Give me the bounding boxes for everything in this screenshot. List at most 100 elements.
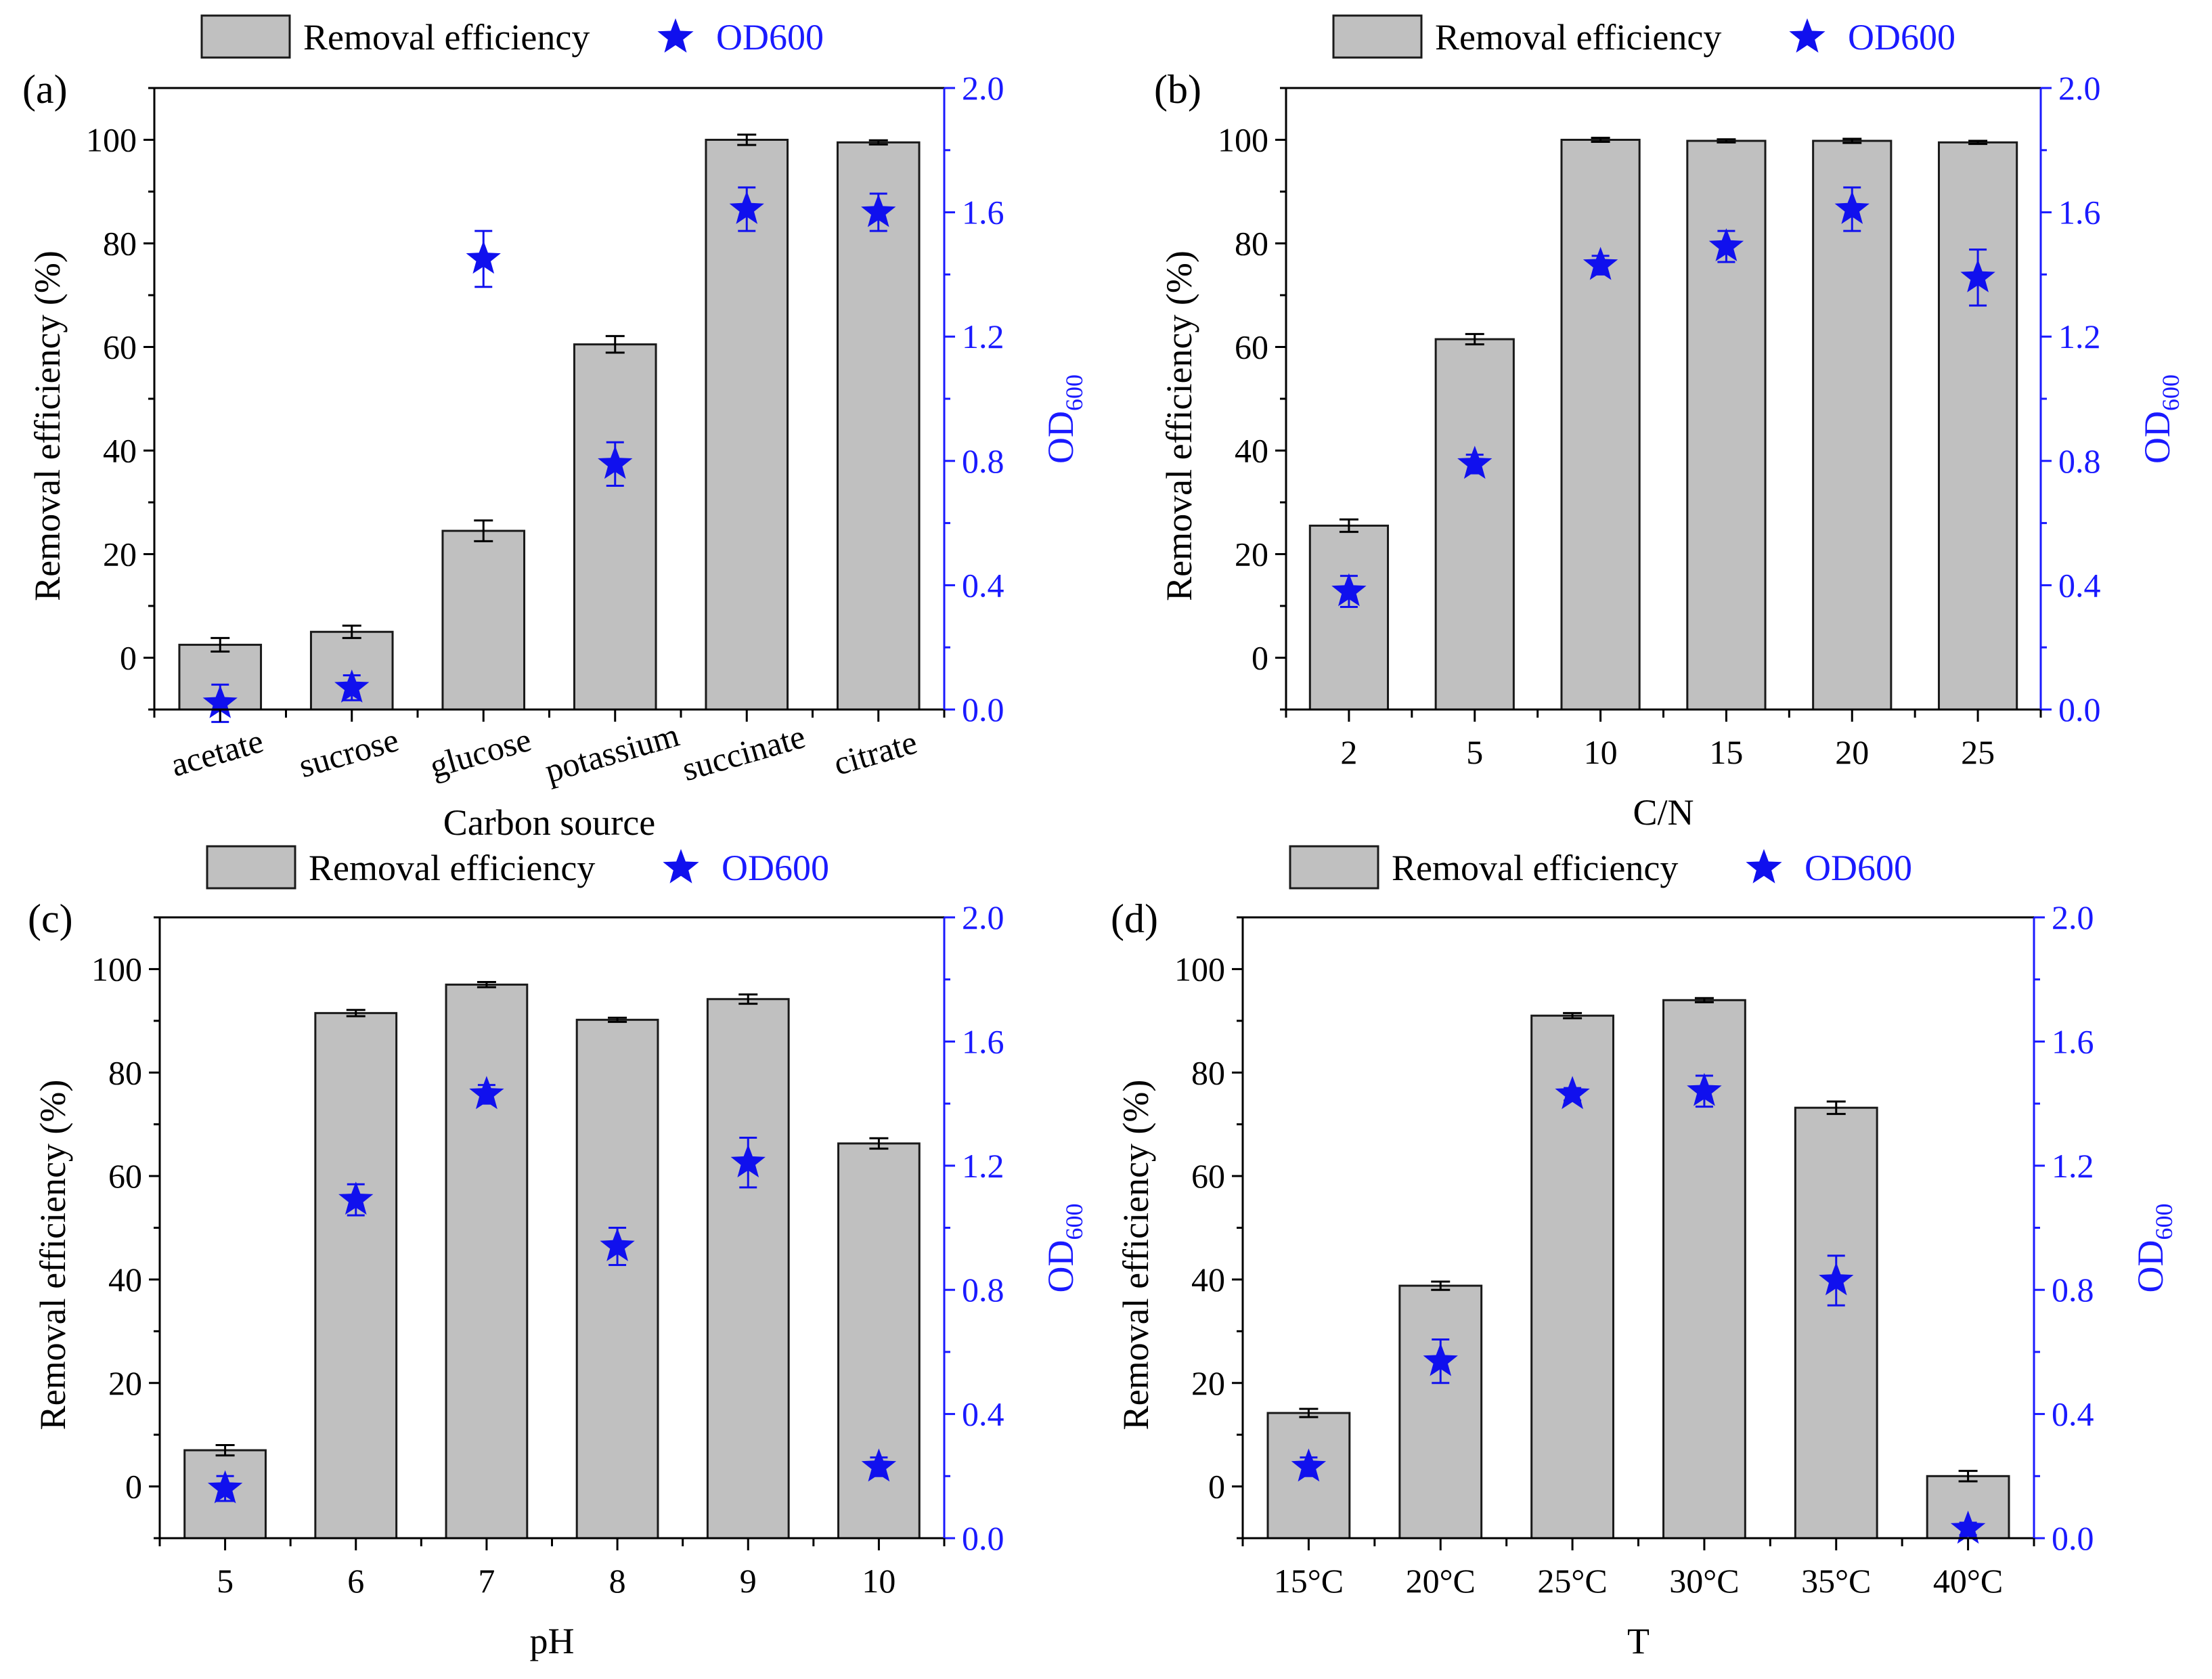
right-tick-label: 1.6 <box>962 194 1004 232</box>
x-tick-label: succinate <box>678 717 809 788</box>
legend-bar-swatch <box>1289 845 1379 890</box>
bar <box>1308 524 1390 711</box>
x-tick-label: sucrose <box>294 720 403 785</box>
x-tick-label: 15 <box>1709 733 1743 771</box>
legend-star-label: OD600 <box>722 848 829 888</box>
y-axis-title: Removal efficiency (%) <box>27 250 68 601</box>
legend-bar-swatch <box>1332 14 1423 59</box>
right-tick-label: 0.0 <box>2058 691 2101 728</box>
left-tick-label: 80 <box>1235 225 1268 263</box>
y2-axis-title-main: OD <box>2137 411 2177 464</box>
x-tick-label: 20 <box>1835 733 1869 771</box>
panel-label: (d) <box>1111 896 1158 941</box>
x-tick-label: potassium <box>541 716 683 790</box>
star-point <box>1457 445 1492 479</box>
left-tick-label: 60 <box>1191 1157 1225 1195</box>
y2-axis-title-sub: 600 <box>1061 1204 1088 1240</box>
y2-axis-title-main: OD <box>2130 1240 2171 1293</box>
left-tick-label: 0 <box>1252 639 1268 677</box>
left-tick-label: 0 <box>1208 1468 1225 1506</box>
legend-bar-label: Removal efficiency <box>309 848 595 888</box>
right-tick-label: 2.0 <box>962 898 1004 936</box>
star-point <box>1819 1262 1854 1296</box>
left-tick-label: 100 <box>91 950 142 988</box>
star-point <box>730 1144 766 1178</box>
right-tick-label: 1.2 <box>2052 1147 2094 1185</box>
right-tick-label: 0.0 <box>2052 1519 2094 1557</box>
bar <box>836 141 921 711</box>
legend-star-icon <box>663 849 699 884</box>
bar <box>1794 1106 1878 1540</box>
panel-label: (a) <box>22 67 68 112</box>
right-tick-label: 1.2 <box>962 1147 1004 1185</box>
right-tick-label: 1.6 <box>2058 194 2101 232</box>
bar <box>1560 139 1641 711</box>
right-tick-label: 0.8 <box>2058 442 2101 480</box>
star-point <box>861 1448 897 1482</box>
bar <box>1812 139 1893 711</box>
x-tick-label: 9 <box>740 1562 757 1600</box>
star-point <box>334 669 370 703</box>
x-tick-label: 30°C <box>1669 1562 1739 1600</box>
x-tick-label: 7 <box>478 1562 495 1600</box>
bar <box>314 1011 398 1540</box>
left-tick-label: 60 <box>1235 328 1268 366</box>
right-tick-label: 2.0 <box>2052 898 2094 936</box>
right-tick-label: 0.4 <box>2052 1395 2094 1433</box>
right-tick-label: 1.6 <box>962 1022 1004 1060</box>
x-axis-title: T <box>1627 1621 1650 1661</box>
right-tick-label: 0.8 <box>962 442 1004 480</box>
x-tick-label: 10 <box>1584 733 1618 771</box>
x-tick-label: 5 <box>217 1562 234 1600</box>
right-tick-label: 1.2 <box>962 318 1004 355</box>
star-point <box>1423 1343 1458 1376</box>
x-axis-title: C/N <box>1633 792 1694 833</box>
star-point <box>1331 573 1367 607</box>
y2-axis-title: OD600 <box>2130 1204 2177 1293</box>
left-tick-label: 20 <box>1235 536 1268 573</box>
right-tick-label: 0.0 <box>962 691 1004 728</box>
x-tick-label: 8 <box>609 1562 626 1600</box>
right-tick-label: 0.4 <box>962 566 1004 604</box>
star-point <box>729 191 764 224</box>
legend-star-icon <box>657 18 694 53</box>
star-point <box>466 240 501 274</box>
legend-bar-label: Removal efficiency <box>303 17 590 58</box>
left-tick-label: 0 <box>120 639 137 677</box>
left-tick-label: 20 <box>103 536 137 573</box>
left-tick-label: 40 <box>1235 432 1268 470</box>
star-point <box>338 1181 374 1215</box>
x-tick-label: 25 <box>1961 733 1995 771</box>
right-tick-label: 0.0 <box>962 1519 1004 1557</box>
star-point <box>598 445 633 479</box>
star-point <box>1960 259 1995 292</box>
bar <box>183 1449 267 1540</box>
x-axis-title: pH <box>530 1621 575 1661</box>
y2-axis-title: OD600 <box>1040 1204 1088 1293</box>
y2-axis-title-sub: 600 <box>1061 374 1088 411</box>
legend-bar-swatch <box>206 845 296 890</box>
panel-b: Removal efficiency OD600 (b) 0 20 40 60 80 100 0.… <box>1154 14 2184 833</box>
left-tick-label: 80 <box>103 225 137 263</box>
legend-bar-label: Removal efficiency <box>1392 848 1678 888</box>
left-tick-label: 60 <box>103 328 137 366</box>
bar <box>1686 139 1767 711</box>
star-point <box>469 1076 504 1110</box>
right-tick-label: 2.0 <box>2058 69 2101 107</box>
star-point <box>1583 246 1618 280</box>
star-point <box>1687 1072 1722 1106</box>
star-point <box>1708 228 1744 261</box>
bar <box>837 1142 921 1540</box>
bar <box>441 529 526 711</box>
left-tick-label: 100 <box>1218 121 1268 159</box>
x-tick-label: citrate <box>829 723 921 783</box>
left-tick-label: 100 <box>1174 950 1225 988</box>
star-point <box>1834 191 1870 224</box>
star-point <box>202 684 238 718</box>
x-tick-label: 20°C <box>1406 1562 1476 1600</box>
legend-star-label: OD600 <box>1805 848 1912 888</box>
right-tick-label: 1.6 <box>2052 1022 2094 1060</box>
y2-axis-title-sub: 600 <box>2157 374 2184 411</box>
x-tick-label: glucose <box>425 720 535 785</box>
left-tick-label: 40 <box>108 1261 142 1299</box>
